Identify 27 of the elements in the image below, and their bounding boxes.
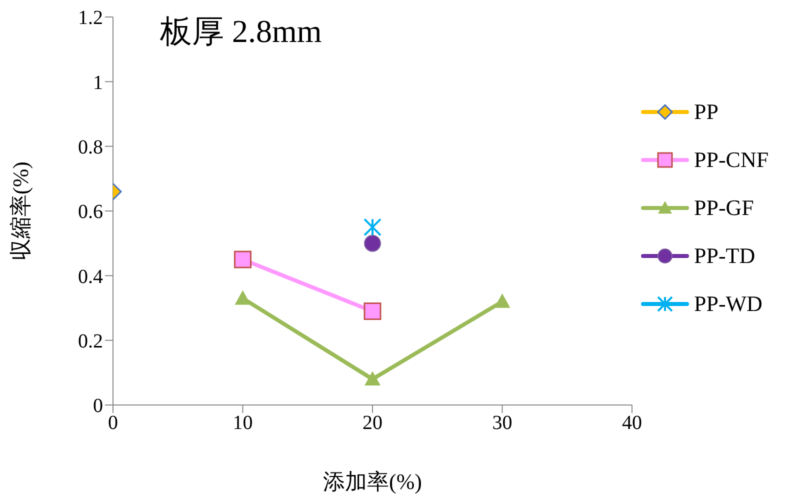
y-tick-label: 0.2 — [78, 330, 103, 352]
legend-label: PP — [694, 99, 718, 125]
point — [364, 302, 382, 320]
legend-label: PP-CNF — [694, 147, 769, 173]
legend-label: PP-WD — [694, 291, 762, 317]
point — [494, 294, 510, 308]
x-tick-label: 0 — [108, 412, 118, 434]
x-tick-label: 40 — [622, 412, 642, 434]
x-axis-title: 添加率(%) — [323, 469, 422, 494]
x-tick-label: 30 — [492, 412, 512, 434]
y-axis-title: 収縮率(%) — [8, 162, 33, 260]
point — [234, 250, 252, 268]
y-tick-label: 0.4 — [78, 266, 103, 288]
y-tick-label: 1 — [93, 72, 103, 94]
legend-label: PP-GF — [694, 195, 754, 221]
y-tick-label: 0 — [93, 395, 103, 418]
point — [364, 371, 380, 386]
point — [234, 290, 251, 305]
point — [364, 218, 382, 236]
point — [364, 234, 381, 252]
x-tick-label: 10 — [232, 412, 253, 434]
y-tick-label: 0.8 — [78, 136, 103, 158]
chart-title: 板厚 2.8mm — [160, 12, 322, 51]
legend-label: PP-TD — [694, 243, 756, 269]
x-tick-label: 20 — [362, 412, 382, 434]
y-tick-label: 0.6 — [78, 201, 103, 224]
y-tick-label: 1.2 — [78, 7, 103, 30]
